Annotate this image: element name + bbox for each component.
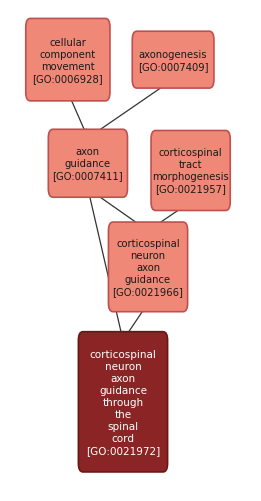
FancyBboxPatch shape [151,131,230,211]
FancyBboxPatch shape [109,222,188,312]
FancyBboxPatch shape [78,332,168,472]
Text: cellular
component
movement
[GO:0006928]: cellular component movement [GO:0006928] [33,38,103,84]
FancyBboxPatch shape [48,130,127,198]
Text: corticospinal
tract
morphogenesis
[GO:0021957]: corticospinal tract morphogenesis [GO:00… [152,148,229,194]
Text: corticospinal
neuron
axon
guidance
[GO:0021966]: corticospinal neuron axon guidance [GO:0… [112,238,183,296]
FancyBboxPatch shape [132,32,214,89]
Text: axon
guidance
[GO:0007411]: axon guidance [GO:0007411] [53,147,123,181]
Text: corticospinal
neuron
axon
guidance
through
the
spinal
cord
[GO:0021972]: corticospinal neuron axon guidance throu… [86,349,160,455]
FancyBboxPatch shape [26,20,110,102]
Text: axonogenesis
[GO:0007409]: axonogenesis [GO:0007409] [138,50,208,72]
